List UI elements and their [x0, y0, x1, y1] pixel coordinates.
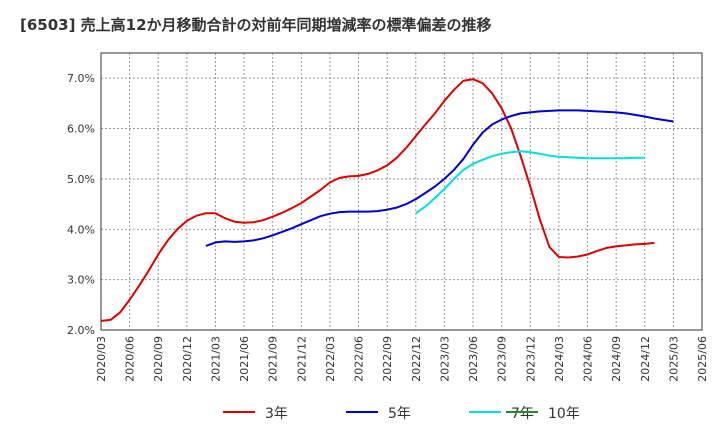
x-tick-label: 2022/09	[381, 336, 394, 382]
x-tick-label: 2021/09	[267, 336, 280, 382]
y-tick-label: 2.0%	[67, 324, 95, 337]
legend-label-2: 5年	[388, 406, 411, 422]
plot-frame	[100, 52, 703, 331]
x-tick-label: 2024/06	[582, 336, 595, 382]
x-tick-label: 2021/12	[295, 336, 308, 382]
series-line-1	[100, 78, 655, 322]
series-line-3	[415, 150, 645, 215]
legend-label-4: 10年	[548, 406, 580, 422]
x-tick-label: 2020/12	[181, 336, 194, 382]
x-tick-label: 2023/09	[496, 336, 509, 382]
x-tick-label: 2021/03	[209, 336, 222, 382]
x-tick-label: 2020/03	[95, 336, 108, 382]
legend-label-1: 3年	[265, 406, 288, 422]
x-tick-label: 2020/09	[152, 336, 165, 382]
series-line-2	[205, 109, 674, 247]
x-tick-label: 2022/12	[410, 336, 423, 382]
y-tick-label: 7.0%	[67, 72, 95, 85]
x-tick-label: 2022/06	[353, 336, 366, 382]
x-tick-label: 2020/06	[124, 336, 137, 382]
x-tick-label: 2021/06	[238, 336, 251, 382]
x-tick-label: 2023/06	[467, 336, 480, 382]
plot-area: 2020/03 2020/06 2020/09 2020/12 2021/03 2021/…	[67, 52, 709, 382]
x-tick-label: 2024/09	[610, 336, 623, 382]
x-tick-label: 2025/06	[696, 336, 709, 382]
y-tick-label: 4.0%	[67, 223, 95, 236]
legend: 3年 5年 7年 10年	[223, 406, 580, 422]
x-tick-label: 2023/03	[438, 336, 451, 382]
legend-label-3: 7年	[511, 406, 534, 422]
x-tick-label: 2024/03	[553, 336, 566, 382]
x-tick-label: 2024/12	[639, 336, 652, 382]
y-tick-label: 3.0%	[67, 274, 95, 287]
y-tick-label: 5.0%	[67, 173, 95, 186]
x-tick-label: 2025/03	[667, 336, 680, 382]
y-tick-label: 6.0%	[67, 123, 95, 136]
plot-background	[101, 53, 702, 330]
chart-title: [6503] 売上高12か月移動合計の対前年同期増減率の標準偏差の推移	[20, 16, 492, 34]
x-tick-label: 2023/12	[524, 336, 537, 382]
x-tick-label: 2022/03	[324, 336, 337, 382]
